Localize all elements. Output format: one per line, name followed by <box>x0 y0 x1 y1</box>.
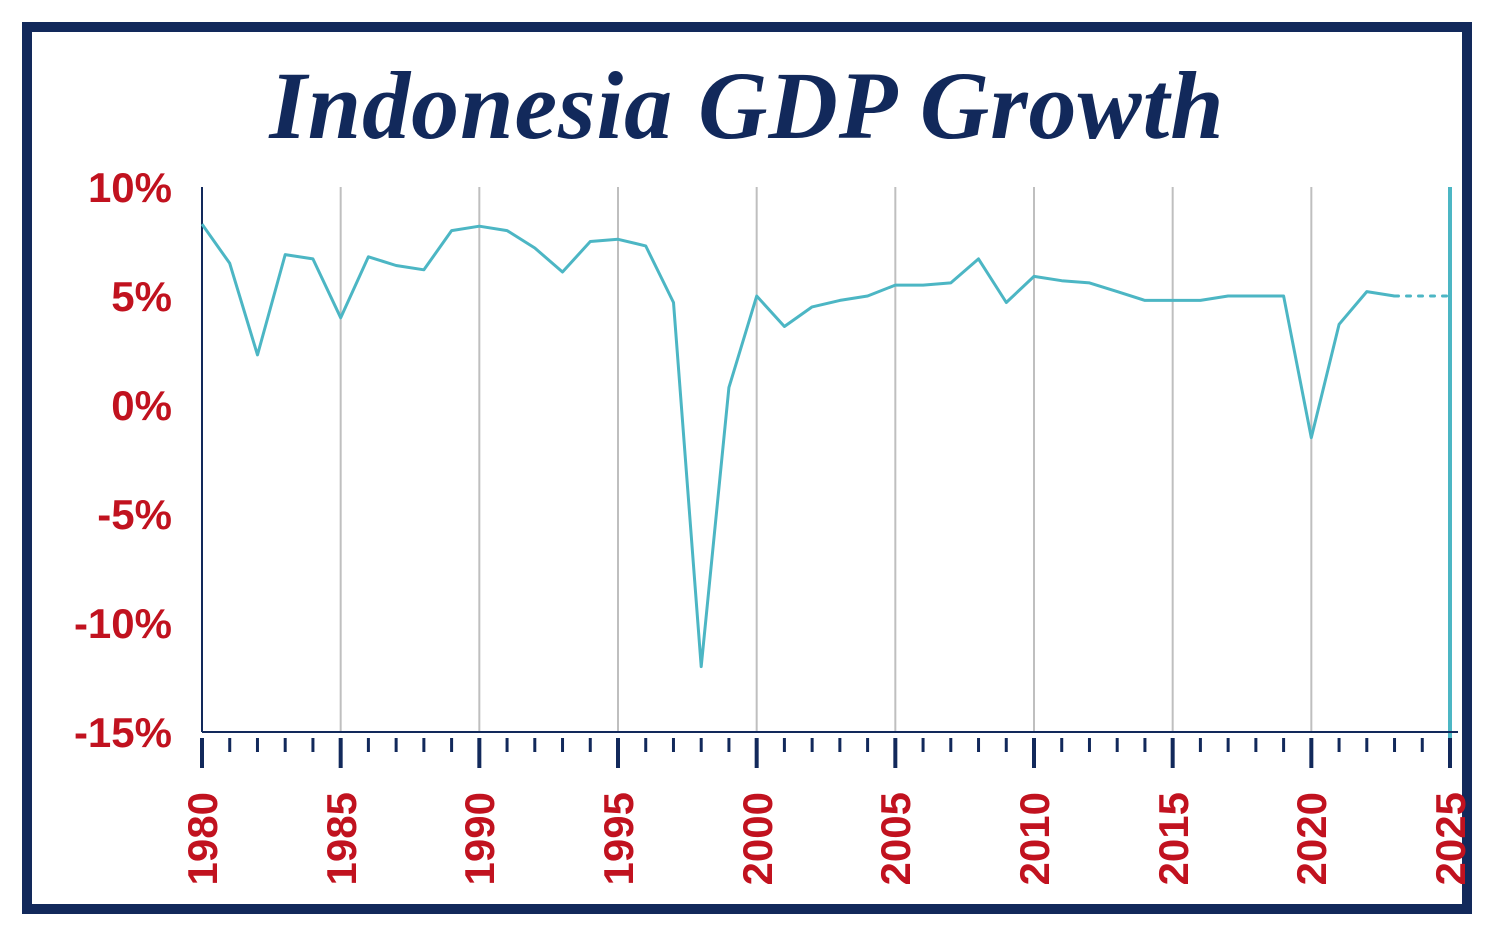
y-tick-label: -5% <box>32 491 172 539</box>
chart-frame: Indonesia GDP Growth 10%5%0%-5%-10%-15% … <box>0 0 1494 936</box>
x-tick-label: 2000 <box>734 792 782 885</box>
x-tick-label: 1995 <box>595 792 643 885</box>
x-tick-label: 2005 <box>872 792 920 885</box>
x-tick-label: 2020 <box>1288 792 1336 885</box>
x-tick-label: 1990 <box>456 792 504 885</box>
x-tick-label: 2025 <box>1427 792 1475 885</box>
y-tick-label: -15% <box>32 709 172 757</box>
line-chart-plot <box>190 187 1458 747</box>
chart-title: Indonesia GDP Growth <box>32 50 1462 161</box>
x-tick-label: 1985 <box>318 792 366 885</box>
y-tick-label: 10% <box>32 164 172 212</box>
y-tick-label: 0% <box>32 382 172 430</box>
x-axis-ticks <box>190 738 1458 778</box>
x-tick-label: 1980 <box>179 792 227 885</box>
y-tick-label: 5% <box>32 273 172 321</box>
x-tick-label: 2010 <box>1011 792 1059 885</box>
y-tick-label: -10% <box>32 600 172 648</box>
x-tick-label: 2015 <box>1150 792 1198 885</box>
chart-inner-frame: Indonesia GDP Growth 10%5%0%-5%-10%-15% … <box>22 22 1472 914</box>
